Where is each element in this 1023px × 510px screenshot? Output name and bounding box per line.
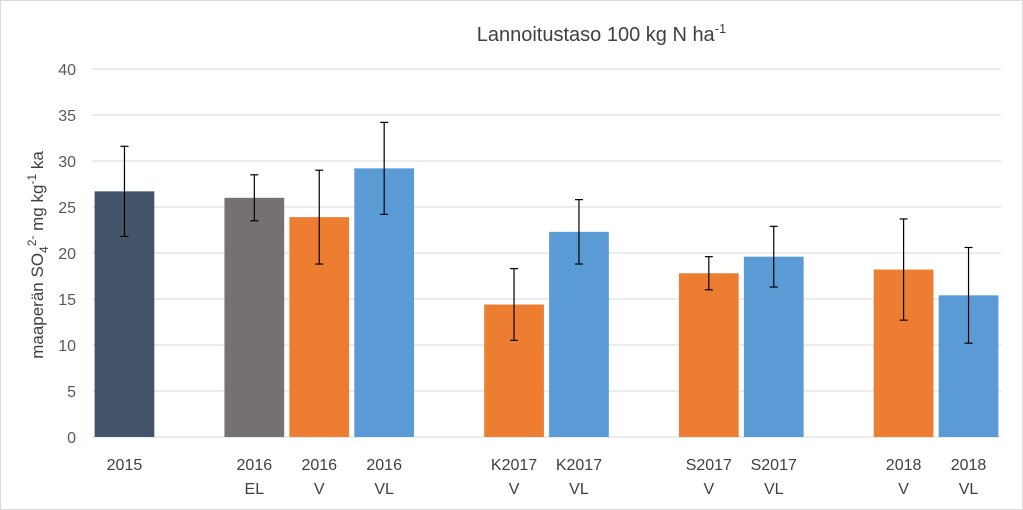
y-tick-label: 35 (58, 108, 76, 125)
x-tick-label: K2017 (556, 457, 602, 474)
y-axis-title-part: ka (28, 151, 47, 174)
y-tick-label: 30 (58, 154, 76, 171)
x-tick-label: EL (245, 481, 265, 498)
x-tick-label: VL (374, 481, 394, 498)
x-tick-label: K2017 (491, 457, 537, 474)
y-tick-label: 25 (58, 200, 76, 217)
x-tick-label: V (898, 481, 909, 498)
chart-title-sup: -1 (715, 21, 727, 36)
bar (224, 197, 285, 437)
bars (94, 168, 999, 438)
bar (678, 273, 739, 437)
error-bars (120, 121, 973, 344)
x-tick-label: V (703, 481, 714, 498)
y-axis-title: maaperän SO42- mg kg-1 ka (25, 151, 51, 359)
y-tick-labels: 0 5 10 15 20 25 30 35 40 (58, 62, 76, 447)
x-tick-label: 2018 (951, 457, 987, 474)
y-axis-title-part: -1 (25, 174, 39, 185)
x-tick-label: S2017 (686, 457, 732, 474)
chart-title: Lannoitustaso 100 kg N ha-1 (477, 21, 727, 46)
bar (549, 231, 609, 437)
y-axis-title-part: maaperän SO (28, 253, 47, 359)
x-tick-label: S2017 (751, 457, 797, 474)
y-tick-label: 40 (58, 62, 76, 79)
y-tick-label: 15 (58, 292, 76, 309)
x-tick-label: 2016 (237, 457, 273, 474)
y-axis-title-part: mg kg (28, 185, 47, 236)
y-tick-label: 5 (67, 384, 76, 401)
x-tick-label: V (314, 481, 325, 498)
y-axis-title-part: 4 (37, 246, 51, 253)
x-tick-label: 2018 (886, 457, 922, 474)
x-tick-label: 2016 (366, 457, 402, 474)
x-tick-label: VL (959, 481, 979, 498)
y-tick-label: 20 (58, 246, 76, 263)
x-tick-label: V (509, 481, 520, 498)
x-tick-labels: 2015 2016 EL 2016 V 2016 VL K2017 V K2017 VL S2017 V… (107, 457, 987, 498)
y-axis-title-part: 2- (25, 236, 39, 247)
y-tick-label: 0 (67, 430, 76, 447)
x-tick-label: 2016 (301, 457, 337, 474)
y-tick-label: 10 (58, 338, 76, 355)
x-tick-label: VL (569, 481, 589, 498)
chart-title-main: Lannoitustaso 100 kg N ha (477, 24, 716, 46)
x-tick-label: VL (764, 481, 784, 498)
x-tick-label: 2015 (107, 457, 143, 474)
